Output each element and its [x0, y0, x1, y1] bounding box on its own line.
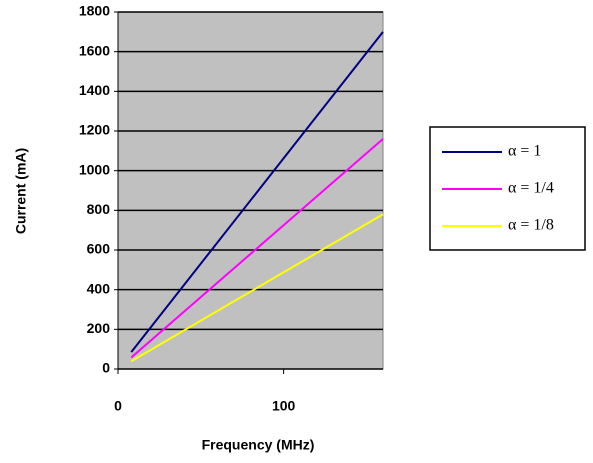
y-tick-label: 400: [87, 280, 111, 296]
legend-label: α = 1/4: [508, 180, 554, 197]
legend-label: α = 1/8: [508, 217, 554, 234]
y-tick-label: 200: [87, 320, 111, 336]
y-tick-label: 600: [87, 241, 111, 257]
x-axis-label: Frequency (MHz): [202, 437, 315, 453]
x-tick-label: 0: [114, 398, 122, 414]
series-line: [130, 213, 384, 363]
y-tick-label: 1800: [79, 3, 110, 19]
y-tick-label: 1000: [79, 161, 110, 177]
y-tick-label: 1200: [79, 122, 110, 138]
x-tick-label: 100: [272, 398, 296, 414]
plot-area: [117, 11, 384, 370]
y-tick-label: 0: [102, 360, 110, 376]
y-tick-label: 1400: [79, 82, 110, 98]
y-axis-label: Current (mA): [13, 148, 29, 234]
series-line: [130, 138, 384, 359]
y-tick-label: 1600: [79, 42, 110, 58]
y-tick-label: 800: [87, 201, 111, 217]
series-line: [130, 31, 384, 353]
legend-label: α = 1: [508, 143, 541, 160]
